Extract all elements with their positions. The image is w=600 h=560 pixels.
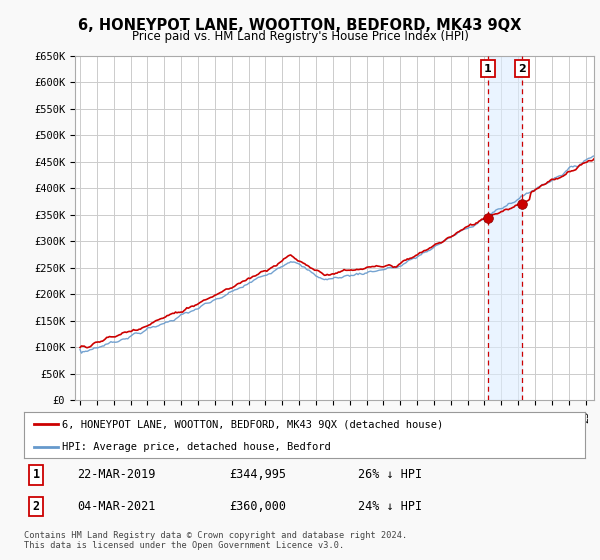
Text: 1: 1 (33, 468, 40, 482)
Bar (488, 56, 521, 400)
Text: £344,995: £344,995 (229, 468, 286, 482)
Text: 1: 1 (484, 64, 492, 73)
Text: HPI: Average price, detached house, Bedford: HPI: Average price, detached house, Bedf… (62, 442, 331, 452)
Text: £360,000: £360,000 (229, 500, 286, 513)
Text: 2: 2 (33, 500, 40, 513)
Text: 04-MAR-2021: 04-MAR-2021 (77, 500, 155, 513)
Text: Price paid vs. HM Land Registry's House Price Index (HPI): Price paid vs. HM Land Registry's House … (131, 30, 469, 43)
Text: 2: 2 (518, 64, 526, 73)
Text: 22-MAR-2019: 22-MAR-2019 (77, 468, 155, 482)
Text: 6, HONEYPOT LANE, WOOTTON, BEDFORD, MK43 9QX: 6, HONEYPOT LANE, WOOTTON, BEDFORD, MK43… (79, 18, 521, 33)
Text: Contains HM Land Registry data © Crown copyright and database right 2024.
This d: Contains HM Land Registry data © Crown c… (24, 531, 407, 550)
Text: 24% ↓ HPI: 24% ↓ HPI (358, 500, 422, 513)
Text: 26% ↓ HPI: 26% ↓ HPI (358, 468, 422, 482)
Text: 6, HONEYPOT LANE, WOOTTON, BEDFORD, MK43 9QX (detached house): 6, HONEYPOT LANE, WOOTTON, BEDFORD, MK43… (62, 419, 443, 430)
